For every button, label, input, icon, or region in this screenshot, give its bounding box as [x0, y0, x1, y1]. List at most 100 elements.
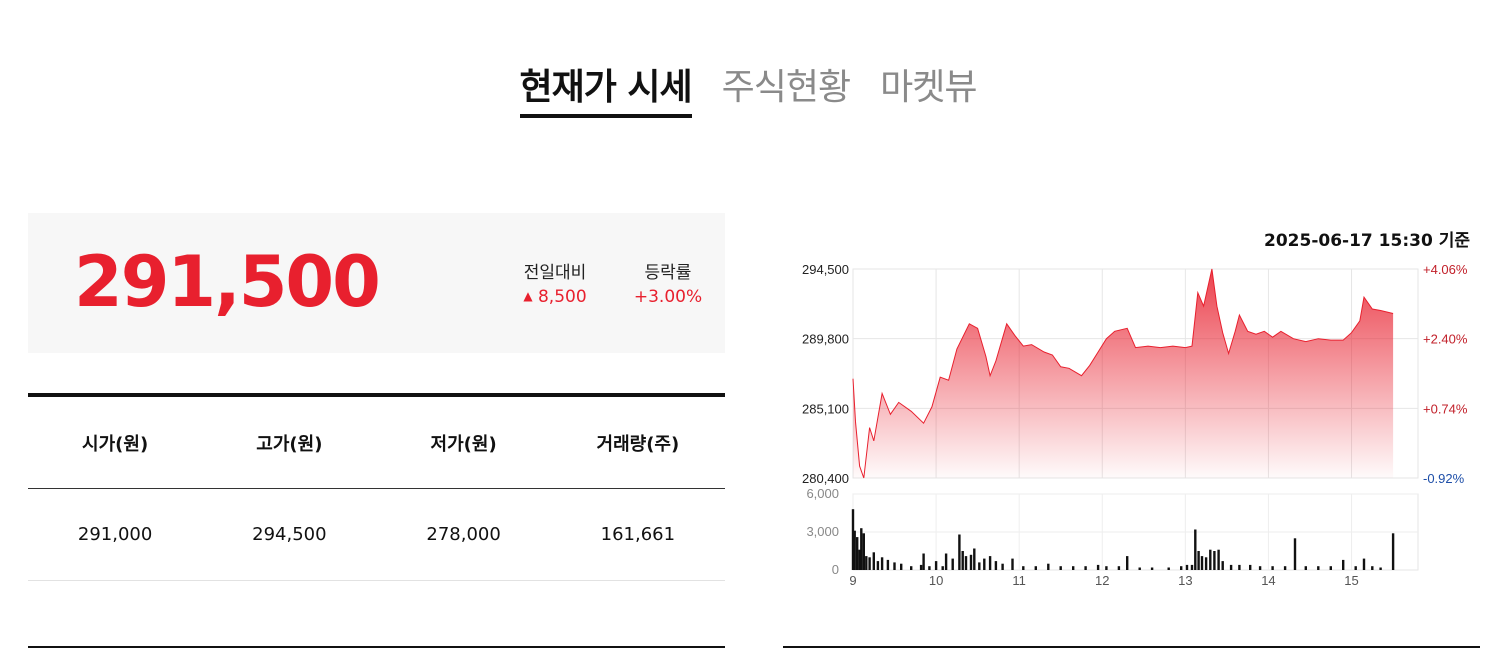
volume-bar	[1047, 563, 1050, 570]
tab-current-price[interactable]: 현재가 시세	[519, 58, 693, 118]
volume-bar	[1258, 566, 1262, 570]
header-volume: 거래량(주)	[596, 433, 680, 455]
volume-bar	[934, 561, 938, 570]
volume-bar	[941, 566, 944, 570]
volume-bar	[964, 556, 968, 570]
price-tick-label: 280,400	[802, 471, 849, 486]
rate-tick-label: -0.92%	[1423, 471, 1465, 486]
volume-bar	[922, 553, 925, 570]
volume-bar	[865, 556, 868, 570]
table-top-rule	[28, 393, 725, 397]
volume-bar	[994, 561, 998, 570]
volume-bar	[1105, 566, 1108, 570]
volume-bar	[851, 509, 855, 570]
volume-bar	[1190, 564, 1194, 570]
volume-bar	[1194, 529, 1197, 570]
volume-tick-label: 0	[832, 562, 839, 577]
volume-bar	[1362, 558, 1366, 570]
volume-bar	[1379, 567, 1382, 570]
change-label: 전일대비	[523, 263, 587, 283]
volume-bar	[1283, 566, 1287, 570]
volume-bar	[1138, 567, 1141, 570]
rate-tick-label: +2.40%	[1423, 332, 1468, 347]
volume-bar	[1022, 566, 1025, 570]
volume-bar	[876, 561, 880, 570]
volume-bar	[1034, 566, 1037, 570]
volume-bar	[886, 559, 890, 570]
volume-bar	[1391, 533, 1395, 570]
price-tick-label: 289,800	[802, 332, 849, 347]
volume-bar	[1293, 538, 1297, 570]
price-tick-label: 294,500	[802, 262, 849, 277]
value-open: 291,000	[77, 524, 153, 545]
volume-bar	[1354, 566, 1357, 570]
volume-bar	[1213, 551, 1216, 570]
volume-bar	[856, 537, 859, 570]
volume-bar	[872, 552, 875, 570]
volume-bar	[868, 557, 871, 570]
rate-stat: 등락률 +3.00%	[623, 258, 713, 307]
volume-bar	[951, 558, 954, 570]
volume-bar	[969, 554, 973, 570]
tab-bar: 현재가 시세 주식현황 마켓뷰	[0, 58, 1496, 118]
as-of-timestamp: 2025-06-17 15:30 기준	[1264, 231, 1470, 251]
value-low: 278,000	[426, 524, 501, 545]
tab-stock-status[interactable]: 주식현황	[721, 67, 851, 108]
volume-bar	[910, 566, 913, 570]
header-open: 시가(원)	[82, 433, 149, 455]
time-tick-label: 9	[849, 573, 856, 588]
up-triangle-icon: ▲	[523, 289, 533, 303]
volume-bar	[1217, 549, 1220, 570]
volume-bar	[983, 558, 986, 570]
volume-bar	[1329, 566, 1332, 570]
tab-market-view[interactable]: 마켓뷰	[880, 67, 977, 108]
volume-bar	[1304, 566, 1307, 570]
value-volume: 161,661	[600, 524, 676, 545]
left-bottom-rule	[28, 646, 725, 648]
volume-bar	[1011, 558, 1014, 570]
volume-bar	[1238, 564, 1241, 570]
right-bottom-rule	[783, 646, 1480, 648]
volume-bar	[1126, 556, 1129, 570]
volume-bar	[988, 556, 992, 570]
change-stat: 전일대비 ▲ 8,500	[505, 258, 605, 307]
volume-bar	[1317, 566, 1320, 570]
volume-bar	[1185, 564, 1189, 570]
price-area	[853, 269, 1394, 478]
volume-bar	[1117, 566, 1121, 570]
table-row: 291,000 294,500 278,000 161,661	[28, 489, 725, 581]
volume-tick-label: 6,000	[806, 486, 839, 501]
change-value-row: ▲ 8,500	[505, 287, 605, 307]
volume-bar	[1197, 551, 1200, 570]
table-header-row: 시가(원) 고가(원) 저가(원) 거래량(주)	[28, 397, 725, 489]
current-price: 291,500	[74, 241, 381, 323]
value-high: 294,500	[252, 524, 327, 545]
volume-bar	[858, 549, 861, 570]
volume-bar	[1271, 566, 1274, 570]
volume-bar	[1204, 557, 1208, 570]
volume-bar	[1229, 564, 1233, 570]
volume-bar	[1084, 566, 1087, 570]
volume-bar	[1209, 549, 1212, 570]
volume-bar	[928, 566, 931, 570]
header-low: 저가(원)	[430, 433, 497, 455]
volume-bar	[1150, 567, 1154, 570]
volume-bar	[958, 534, 961, 570]
volume-bar	[860, 528, 863, 570]
volume-bar	[1180, 566, 1183, 570]
rate-tick-label: +4.06%	[1423, 262, 1468, 277]
rate-label: 등락률	[644, 263, 692, 283]
volume-bar	[1001, 563, 1004, 570]
volume-tick-label: 3,000	[806, 524, 839, 539]
volume-bar	[1059, 566, 1062, 570]
price-tick-label: 285,100	[802, 401, 849, 416]
volume-bar	[973, 548, 976, 570]
time-tick-label: 15	[1344, 573, 1358, 588]
volume-bar	[880, 557, 884, 570]
rate-value: +3.00%	[633, 287, 703, 307]
time-tick-label: 10	[929, 573, 943, 588]
volume-bar	[1221, 561, 1224, 570]
volume-bar	[961, 551, 964, 570]
volume-bar	[1096, 564, 1100, 570]
